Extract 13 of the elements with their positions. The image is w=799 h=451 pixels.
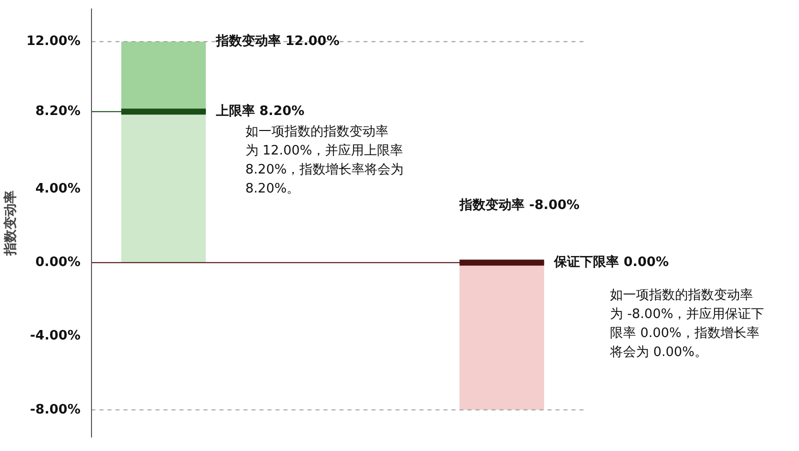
y-tick-label: 4.00% xyxy=(35,181,81,196)
y-tick-label: -8.00% xyxy=(30,402,81,418)
y-tick-label: 0.00% xyxy=(35,255,81,270)
ref-line-label: 上限率 8.20% xyxy=(214,103,304,120)
text: 如一项指数的指数变动率为 -8.00%，并应用保证下限率 0.00%，指数增长率将会为 0.00%。 xyxy=(609,287,764,360)
ref-line-label: 保证下限率 0.00% xyxy=(553,254,669,270)
annotation: 指数变动率 -8.00% xyxy=(458,197,580,214)
y-tick-label: -4.00% xyxy=(30,328,81,344)
y-tick-label: 12.00% xyxy=(26,34,81,50)
y-axis-title: 指数变动率 xyxy=(2,190,18,256)
annotation: 如一项指数的指数变动率为 12.00%，并应用上限率8.20%，指数增长率将会为8.20%。 xyxy=(245,123,404,196)
y-tick-label: 8.20% xyxy=(35,104,81,120)
ref-line-label: 指数变动率 12.00% xyxy=(214,33,340,50)
